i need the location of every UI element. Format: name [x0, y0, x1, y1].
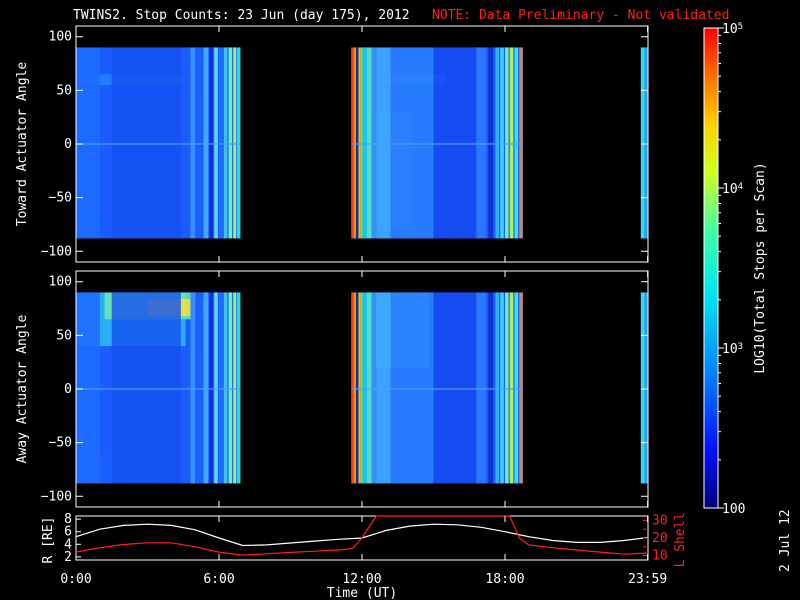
orbit-right-y-label: L Shell — [673, 513, 688, 568]
orbit-left-tick-label: 6 — [64, 525, 72, 540]
validation-note: NOTE: Data Preliminary - Not validated — [432, 8, 729, 23]
toward-y-tick-label: −100 — [41, 244, 72, 259]
orbit-right-tick-label: 20 — [652, 531, 668, 546]
colorbar-tick-label: 104 — [722, 182, 743, 197]
orbit-left-tick-label: 8 — [64, 512, 72, 527]
colorbar: 105 104 103 100 LOG10(Total Stops per Scan) — [703, 22, 768, 517]
x-tick-label: 12:00 — [342, 572, 381, 587]
figure-title: TWINS2. Stop Counts: 23 Jun (day 175), 2… — [73, 8, 410, 23]
toward-zero-line — [76, 142, 241, 145]
x-tick-label: 18:00 — [485, 572, 524, 587]
away-y-tick-label: 50 — [56, 328, 72, 343]
orbit-right-tick-label: 30 — [652, 513, 668, 528]
toward-y-tick-label: 100 — [49, 30, 72, 45]
toward-y-tick-label: 50 — [56, 83, 72, 98]
lshell-series-line — [75, 515, 649, 556]
colorbar-label: LOG10(Total Stops per Scan) — [753, 162, 768, 373]
colorbar-tick-label: 105 — [722, 22, 743, 37]
toward-y-tick-label: −50 — [49, 191, 72, 206]
toward-panel: 100 50 0 −50 −100 Toward Actuator Angle — [15, 25, 649, 263]
colorbar-ticks: 105 104 103 100 — [718, 22, 745, 517]
toward-heatmap — [76, 47, 648, 239]
orbit-right-tick-label: 10 — [652, 549, 668, 564]
away-panel: 100 50 0 −50 −100 Away Actuator Angle — [15, 270, 649, 508]
colorbar-tick-label: 100 — [722, 502, 745, 517]
toward-y-axis-label: Toward Actuator Angle — [15, 62, 30, 227]
x-axis-label: Time (UT) — [327, 586, 397, 600]
toward-y-tick-label: 0 — [64, 137, 72, 152]
orbit-left-tick-label: 4 — [64, 537, 72, 552]
orbit-left-tick-label: 2 — [64, 550, 72, 565]
colorbar-tick-label: 103 — [722, 342, 743, 357]
away-zero-line — [76, 387, 241, 390]
x-tick-label: 23:59 — [628, 572, 667, 587]
x-tick-label: 0:00 — [60, 572, 91, 587]
away-y-tick-label: 0 — [64, 382, 72, 397]
date-stamp: 2 Jul 12 — [778, 509, 793, 572]
away-y-tick-label: 100 — [49, 275, 72, 290]
away-heatmap — [76, 292, 648, 484]
toward-y-ticks: 100 50 0 −50 −100 — [41, 30, 648, 259]
toward-zero-line — [351, 142, 523, 145]
orbit-lines — [75, 515, 649, 556]
colorbar-gradient — [704, 28, 718, 508]
x-tick-label: 6:00 — [203, 572, 234, 587]
away-y-axis-label: Away Actuator Angle — [15, 314, 30, 463]
away-zero-line — [351, 387, 523, 390]
colorbar-frame — [703, 27, 719, 509]
orbit-left-y-label: R [RE] — [41, 517, 56, 564]
away-y-tick-label: −100 — [41, 489, 72, 504]
away-y-tick-label: −50 — [49, 436, 72, 451]
away-y-ticks: 100 50 0 −50 −100 — [41, 275, 648, 504]
